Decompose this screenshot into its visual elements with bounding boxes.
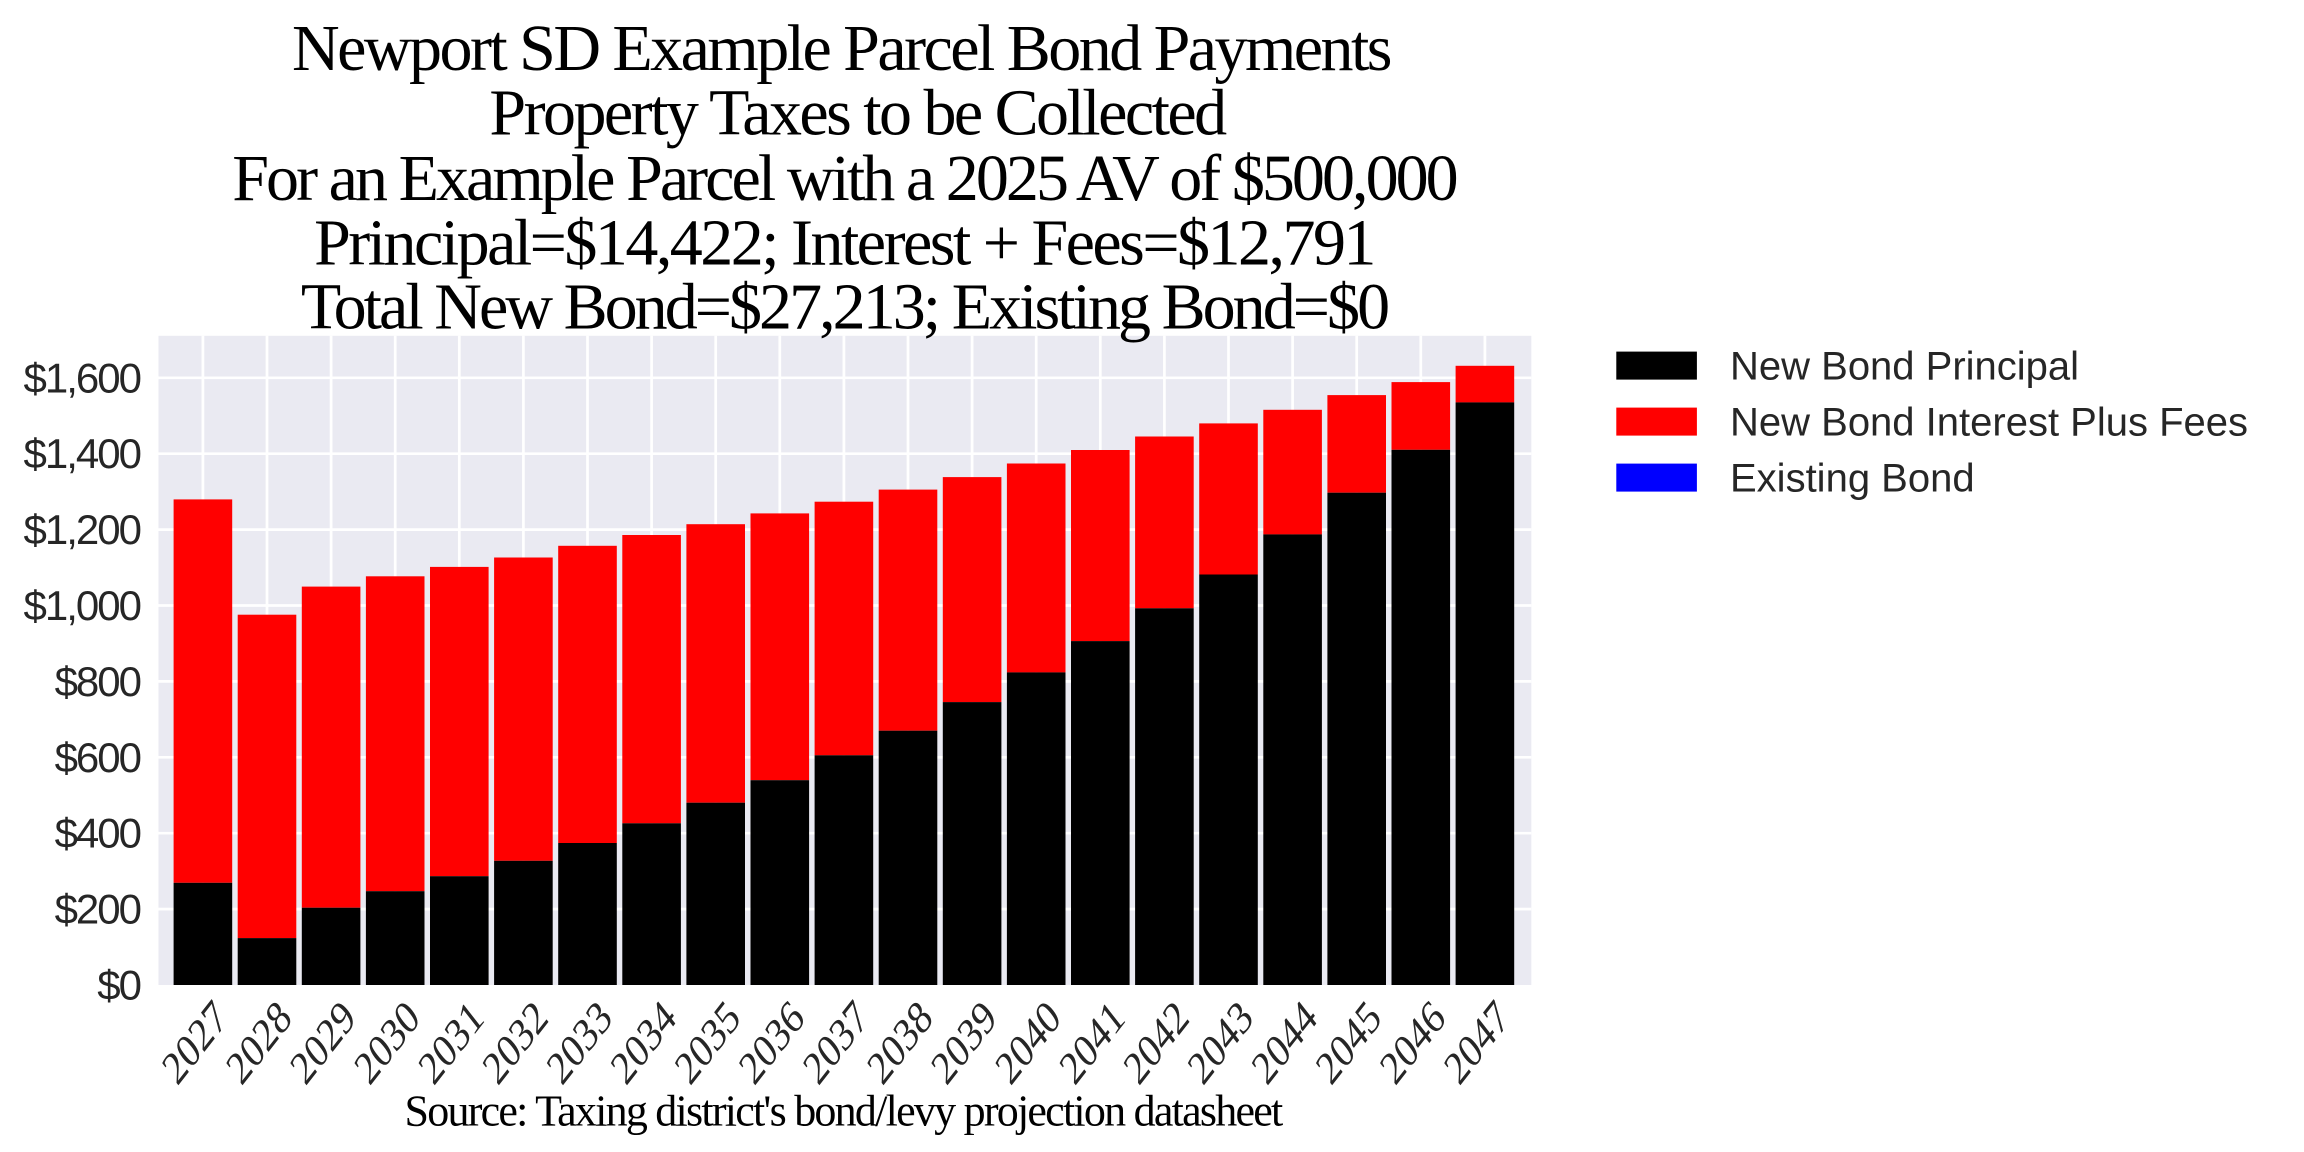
svg-text:Newport SD Example Parcel Bond: Newport SD Example Parcel Bond Payments: [292, 12, 1391, 85]
svg-text:Existing Bond: Existing Bond: [1730, 457, 1975, 501]
svg-text:For an Example Parcel with a 2: For an Example Parcel with a 2025 AV of …: [232, 142, 1456, 215]
svg-text:Total New Bond=$27,213; Existi: Total New Bond=$27,213; Existing Bond=$0: [301, 271, 1388, 344]
svg-text:New Bond Principal: New Bond Principal: [1730, 345, 2079, 389]
svg-text:Source: Taxing district's bond: Source: Taxing district's bond/levy proj…: [405, 1087, 1283, 1136]
svg-text:Principal=$14,422; Interest +: Principal=$14,422; Interest + Fees=$12,7…: [314, 207, 1374, 280]
svg-text:Property Taxes to be Collected: Property Taxes to be Collected: [489, 77, 1227, 150]
svg-text:$800: $800: [55, 658, 141, 705]
svg-text:$1,600: $1,600: [24, 354, 141, 401]
svg-text:$1,400: $1,400: [24, 430, 141, 477]
svg-text:$200: $200: [55, 886, 141, 933]
svg-text:$1,000: $1,000: [24, 582, 141, 629]
svg-text:$0: $0: [97, 962, 140, 1009]
svg-text:$400: $400: [55, 810, 141, 857]
svg-text:New Bond Interest Plus Fees: New Bond Interest Plus Fees: [1730, 401, 2248, 445]
svg-text:$1,200: $1,200: [24, 506, 141, 553]
svg-text:$600: $600: [55, 734, 141, 781]
